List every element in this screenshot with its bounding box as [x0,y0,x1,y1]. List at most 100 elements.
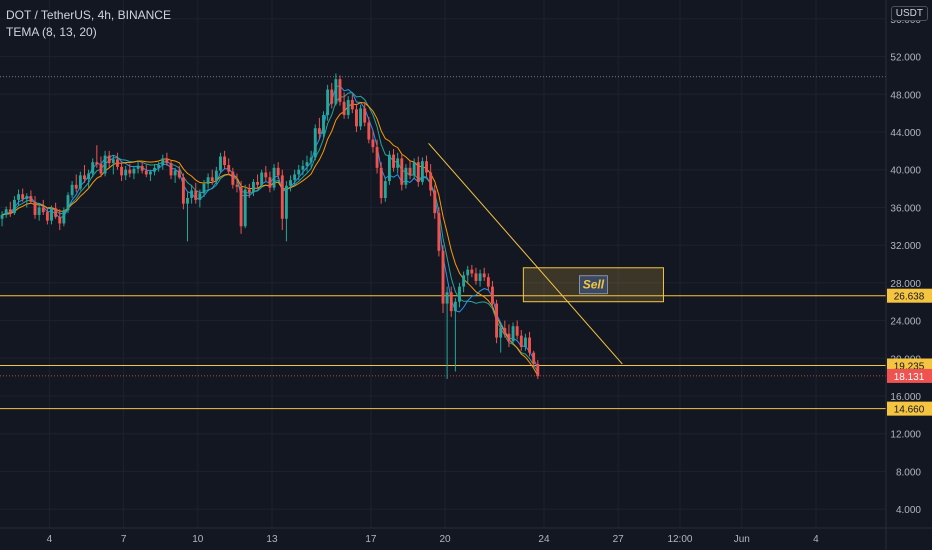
candle-body [289,180,292,186]
currency-badge[interactable]: USDT [890,6,928,21]
candle-body [437,213,441,251]
time-tick-label: 12:00 [667,534,692,545]
candle-body [223,156,227,165]
level-price-tag-bg [887,288,932,303]
candle-body [355,109,358,127]
sell-zone-box [522,267,664,303]
candle-body [219,156,222,171]
price-tick-label: 32.000 [890,241,921,252]
candle-body [247,189,251,193]
candle-body [379,167,383,198]
candle-body [272,167,276,188]
candle-body [91,162,95,174]
price-tick-label: 12.000 [890,430,921,441]
candle-body [462,275,466,287]
time-axis[interactable]: 4 7 10 13 17 20 24 27 12:00 Jun 4 [0,527,932,545]
time-tick-label: 7 [121,534,127,545]
candle-body [383,181,387,198]
candle-body [33,201,37,215]
level-price-tag: 26.638 [894,292,925,303]
trendline-segment [428,142,623,365]
candle-body [116,159,119,167]
indicator-legend[interactable]: TEMA (8, 13, 20) [6,25,97,39]
candle-body [8,209,12,214]
price-tick-label: 48.000 [890,90,921,101]
candle-body [387,154,391,182]
candle-body [161,158,165,165]
sell-zone[interactable]: Sell [522,267,664,303]
trendline[interactable] [428,142,623,365]
candle-body [338,79,342,102]
candles [0,73,540,380]
candle-body [322,115,325,134]
candle-body [87,173,91,180]
candle-body [136,165,140,169]
candle-body [124,169,128,176]
candle-body [301,165,305,170]
candle-body [474,273,478,281]
candle-body [342,101,346,116]
candle-body [239,186,243,227]
time-tick-label: 4 [813,534,819,545]
candle-body [326,89,330,116]
time-tick-label: Jun [734,534,750,545]
symbol-title[interactable]: DOT / TetherUS, 4h, BINANCE [6,8,171,22]
candle-body [408,167,412,176]
candle-body [62,210,66,224]
price-tick-label: 40.000 [890,166,921,177]
candle-body [503,328,507,334]
candle-body [350,99,354,110]
candle-body [293,174,297,181]
candle-body [458,286,461,302]
candle-body [25,196,29,199]
candle-body [194,190,198,200]
candle-body [536,363,540,377]
candle-body [441,250,445,304]
candle-body [453,301,457,312]
candle-body [433,190,437,214]
candle-body [78,175,82,189]
candle-body [54,208,58,217]
candle-body [449,292,453,312]
candle-body [243,189,247,227]
candle-body [375,147,379,168]
candle-body [165,158,169,164]
candle-body [404,167,408,185]
candle-body [190,190,194,198]
candle-body [58,216,62,224]
candle-body [99,164,103,174]
current-price-tag-bg [887,368,932,383]
candle-body [256,181,260,185]
time-tick-label: 4 [47,534,53,545]
candle-body [181,177,185,204]
candle-body [111,159,115,164]
candle-body [95,162,99,165]
candle-body [523,337,527,347]
candle-body [466,269,470,276]
candle-body [144,170,148,175]
candle-body [66,195,70,211]
candle-body [148,171,152,175]
level-price-tag: 14.660 [894,405,925,416]
candle-body [210,177,214,182]
time-tick-label: 24 [538,534,550,545]
candle-body [21,194,25,199]
candle-body [202,183,206,194]
candle-body [12,199,16,214]
sell-label-box [579,275,608,295]
price-tick-label: 16.000 [890,392,921,403]
candle-body [309,157,313,163]
candle-body [519,335,523,347]
candle-body [198,193,202,200]
candle-body [532,352,536,364]
candle-body [507,333,511,342]
time-tick-label: 17 [365,534,377,545]
candle-body [491,286,494,304]
candle-body [17,194,20,200]
candle-body [157,165,161,168]
candle-body [400,158,404,185]
chart-grid [0,0,886,528]
time-tick-label: 27 [613,534,625,545]
candle-body [140,165,144,171]
